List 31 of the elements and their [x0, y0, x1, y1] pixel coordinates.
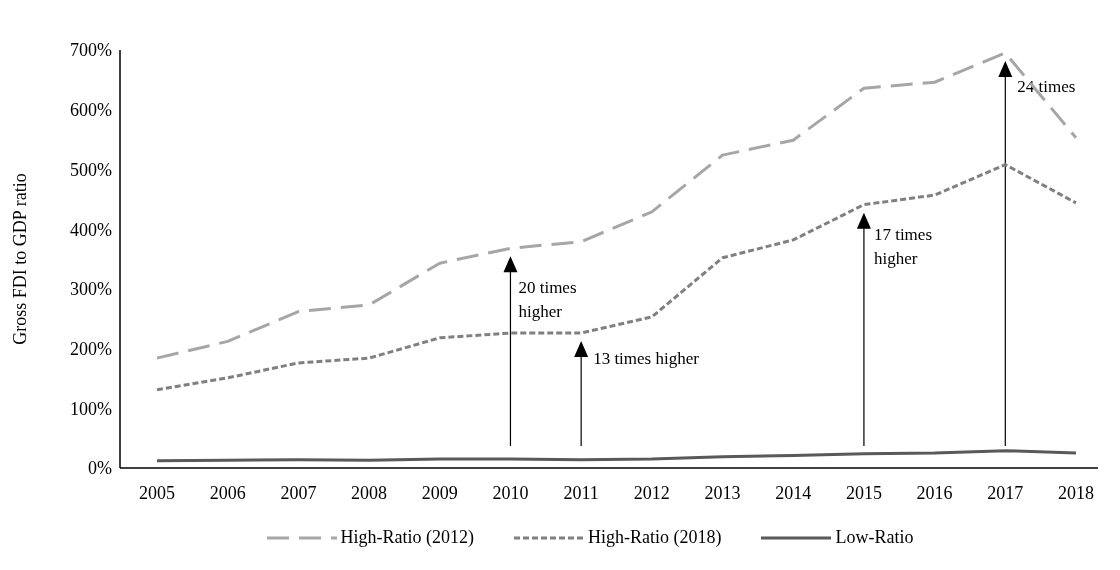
- x-tick-label: 2010: [492, 482, 529, 503]
- line-series: [155, 163, 1078, 392]
- x-tick-label: 2012: [633, 482, 670, 503]
- y-tick-label: 100%: [70, 398, 112, 419]
- y-tick-label: 400%: [70, 219, 112, 240]
- y-tick-label: 300%: [70, 279, 112, 300]
- line-series: [155, 449, 1078, 463]
- y-tick-label: 700%: [70, 40, 112, 61]
- x-tick-label: 2011: [563, 482, 599, 503]
- legend-label: High-Ratio (2012): [340, 527, 474, 548]
- legend-label: Low-Ratio: [835, 527, 914, 548]
- x-tick-label: 2009: [421, 482, 458, 503]
- annotation: 13 times higher: [593, 348, 700, 371]
- annotation: 17 times higher: [873, 223, 933, 270]
- x-tick-label: 2014: [775, 482, 812, 503]
- y-axis-title: Gross FDI to GDP ratio: [10, 173, 31, 345]
- x-tick-label: 2006: [209, 482, 246, 503]
- x-tick-label: 2018: [1058, 482, 1094, 503]
- x-tick-label: 2017: [987, 482, 1024, 503]
- x-tick-label: 2013: [704, 482, 741, 503]
- legend-label: High-Ratio (2018): [588, 527, 722, 548]
- x-tick-label: 2007: [280, 482, 317, 503]
- y-tick-label: 200%: [70, 338, 112, 359]
- x-tick-label: 2015: [845, 482, 882, 503]
- x-tick-label: 2005: [139, 482, 175, 503]
- x-tick-label: 2016: [916, 482, 953, 503]
- y-tick-label: 600%: [70, 100, 112, 121]
- annotation: 20 times higher: [518, 277, 578, 324]
- x-tick-label: 2008: [351, 482, 388, 503]
- y-tick-label: 0%: [88, 458, 112, 479]
- y-tick-label: 500%: [70, 159, 112, 180]
